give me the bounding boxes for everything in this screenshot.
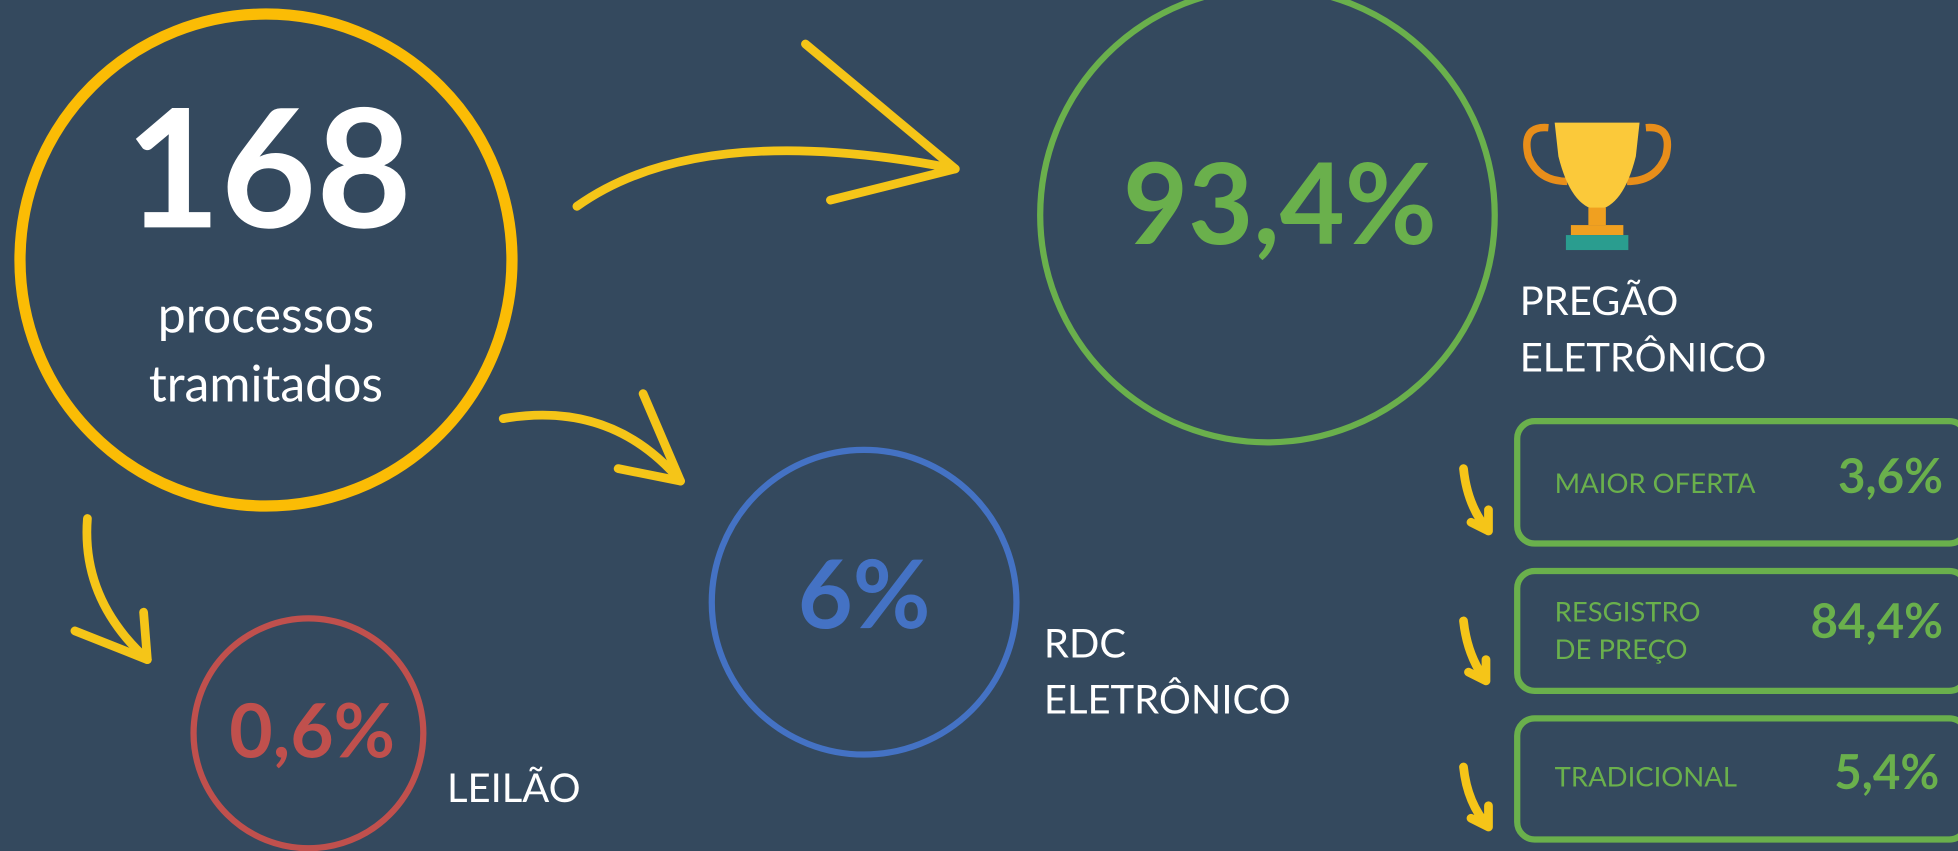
subcategory-label: MAIOR OFERTA [1555, 466, 1756, 499]
category-label: LEILÃO [447, 763, 581, 811]
total-number: 168 [125, 65, 412, 263]
subcategory-label: DE PREÇO [1555, 632, 1688, 665]
subcategory-percent: 3,6% [1838, 447, 1943, 504]
category-percent: 6% [798, 535, 931, 649]
category-label: ELETRÔNICO [1044, 674, 1291, 722]
subcategory-percent: 84,4% [1810, 592, 1943, 649]
category-percent: 93,4% [1123, 133, 1437, 268]
category-label: PREGÃO [1520, 276, 1679, 324]
category-label: ELETRÔNICO [1520, 332, 1767, 380]
category-percent: 0,6% [229, 684, 395, 774]
page: 168 processos tramitados 93,4% PREGÃO EL… [0, 0, 1958, 851]
total-label: tramitados [149, 352, 383, 412]
total-label: processos [158, 284, 374, 344]
subcategory-label: TRADICIONAL [1555, 759, 1737, 792]
subcategory-label: RESGISTRO [1555, 595, 1701, 628]
subcategory-percent: 5,4% [1834, 743, 1939, 800]
infographic: 168 processos tramitados 93,4% PREGÃO EL… [0, 0, 1958, 851]
category-label: RDC [1044, 618, 1126, 666]
